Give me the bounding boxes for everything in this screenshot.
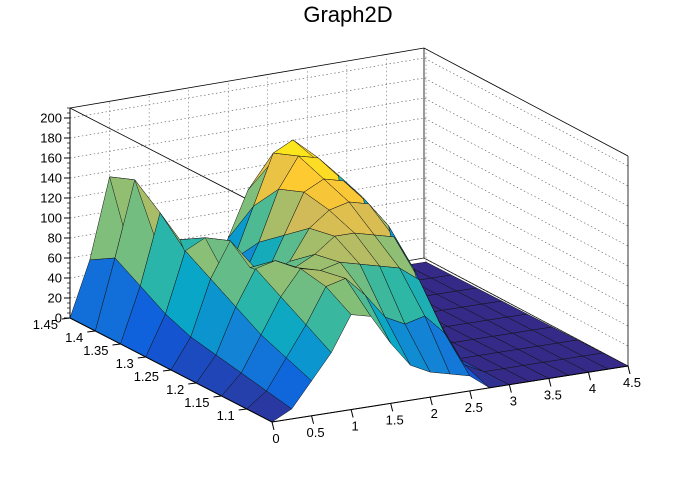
x-tick-label: 3 [510, 394, 517, 409]
y-tick-label: 1.35 [83, 343, 108, 358]
y-tick-label: 1.1 [217, 408, 235, 423]
chart-title: Graph2D [303, 2, 393, 27]
z-gridline [69, 57, 629, 167]
x-tick-label: 0 [272, 431, 279, 446]
y-tick-label: 1.15 [184, 395, 209, 410]
z-tick-label: 160 [40, 151, 62, 166]
z-gridline [69, 117, 629, 227]
y-tick [213, 395, 222, 398]
z-tick-label: 180 [40, 131, 62, 146]
x-tick-label: 4 [589, 381, 596, 396]
z-tick-label: 20 [48, 291, 62, 306]
x-tick-label: 3.5 [544, 387, 562, 402]
z-gridline [69, 77, 629, 187]
top-left-edge [69, 107, 273, 213]
y-tick-label: 1.25 [134, 369, 159, 384]
z-gridline [69, 177, 629, 287]
y-tick [188, 382, 197, 385]
x-tick [350, 409, 354, 418]
x-tick-label: 0.5 [307, 425, 325, 440]
y-tick [162, 369, 172, 372]
y-tick [87, 330, 96, 333]
x-tick-label: 4.5 [623, 375, 641, 390]
z-tick-label: 0 [55, 311, 62, 326]
x-tick [311, 415, 315, 424]
x-tick [508, 384, 512, 393]
y-tick-label: 1.3 [116, 356, 134, 371]
y-tick-label: 1.45 [33, 317, 58, 332]
z-gridline [69, 257, 629, 367]
y-tick-label: 1.2 [166, 382, 184, 397]
x-tick-label: 1.5 [386, 412, 404, 427]
y-tick [112, 343, 121, 346]
z-tick-label: 200 [40, 111, 62, 126]
z-tick-label: 120 [40, 191, 62, 206]
x-tick [469, 390, 473, 400]
z-gridline [69, 137, 629, 247]
x-tick [627, 365, 631, 375]
z-gridline [69, 157, 629, 267]
x-tick [390, 403, 394, 412]
z-tick-label: 80 [48, 231, 62, 246]
x-tick [587, 372, 591, 381]
z-tick-label: 140 [40, 171, 62, 186]
z-gridline [69, 197, 629, 307]
x-tick-label: 2 [431, 406, 438, 421]
x-tick [548, 378, 552, 387]
z-gridline [69, 237, 629, 347]
z-tick-label: 100 [40, 211, 62, 226]
z-tick-label: 60 [48, 251, 62, 266]
x-tick-label: 2.5 [465, 400, 483, 415]
y-tick-label: 1.4 [65, 330, 83, 345]
x-axis [271, 365, 629, 423]
z-tick-label: 40 [48, 271, 62, 286]
x-tick [271, 421, 275, 431]
x-tick-label: 1 [351, 419, 358, 434]
y-tick [61, 317, 71, 320]
z-gridline [69, 97, 629, 207]
y-tick [238, 408, 247, 411]
z-gridline [69, 217, 629, 327]
y-tick [137, 356, 146, 359]
x-tick [429, 396, 433, 406]
top-frame [69, 47, 629, 157]
